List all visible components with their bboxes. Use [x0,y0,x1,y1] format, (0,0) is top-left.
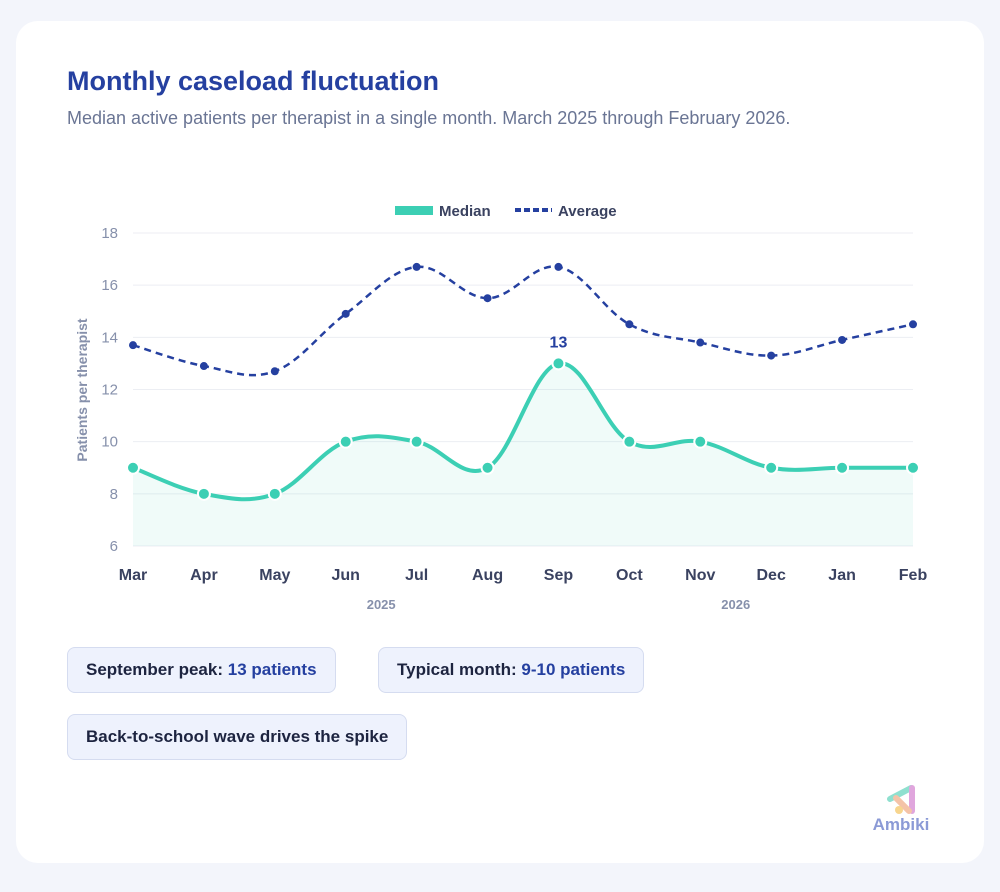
x-tick-label: Jan [828,567,856,584]
median-point [196,486,211,501]
x-tick-label: Jun [332,567,360,584]
callout-value: 13 patients [227,660,317,679]
y-tick-label: 12 [101,382,118,399]
x-tick-label: Mar [119,567,147,584]
average-point [129,341,137,350]
x-tick-label: Nov [685,567,715,584]
year-label: 2025 [367,597,396,612]
legend-average-label: Average [558,203,617,220]
average-point [554,262,563,271]
average-line [132,265,914,377]
page-subtitle: Median active patients per therapist in … [67,108,791,128]
peak-data-label: 13 [550,334,568,351]
legend-median-label: Median [439,203,491,220]
x-tick-label: Aug [472,567,503,584]
callout-label: Typical month: [397,660,517,679]
y-tick-label: 6 [110,538,118,555]
average-point [341,309,350,318]
x-tick-label: Dec [757,567,786,584]
x-tick-label: May [259,567,290,584]
average-point [909,320,917,329]
y-tick-label: 14 [101,329,118,346]
callout-value: 9-10 patients [521,660,626,679]
legend: Median Average [395,203,617,220]
x-tick-label: Apr [190,567,218,584]
callout-label: Back-to-school wave drives the spike [86,727,389,746]
median-point [338,434,353,449]
median-point [906,460,920,475]
logo-text: Ambiki [872,815,930,834]
median-point [764,460,779,475]
average-point [270,367,279,376]
average-point [483,294,492,303]
median-point [409,434,424,449]
median-point [267,486,282,501]
median-point [835,460,850,475]
callout-back-to-school: Back-to-school wave drives the spike [67,714,408,760]
median-area [133,363,913,546]
median-point [480,460,495,475]
average-point [767,351,776,360]
y-ticks: 6 8 10 12 14 16 18 [101,225,118,555]
average-point [199,362,208,371]
y-tick-label: 8 [110,486,118,503]
x-tick-label: Jul [405,567,428,584]
y-tick-label: 16 [101,277,118,294]
average-point [838,335,847,344]
callout-typical-month: Typical month: 9-10 patients [378,647,645,693]
median-point [551,356,566,371]
x-tick-label: Feb [899,567,928,584]
average-point [412,262,421,271]
average-point [696,338,705,347]
average-point [625,320,634,329]
median-point [126,460,140,475]
y-axis-label: Patients per therapist [74,318,90,461]
grid [133,232,913,547]
x-tick-label: Oct [616,567,643,584]
y-tick-label: 18 [101,225,118,242]
logo-mark-icon [887,785,915,814]
legend-median-swatch [395,206,433,215]
x-tick-label: Sep [544,567,574,584]
year-label: 2026 [721,597,750,612]
ambiki-logo: Ambiki [866,783,936,839]
callout-label: September peak: [86,660,223,679]
page-title: Monthly caseload fluctuation [67,66,440,96]
series: 13 [126,262,920,546]
x-ticks: Mar Apr May Jun Jul Aug Sep Oct Nov Dec Jan Feb 2025… [119,567,928,612]
callout-september-peak: September peak: 13 patients [67,647,336,693]
median-point [693,434,708,449]
y-tick-label: 10 [101,434,118,451]
median-point [622,434,637,449]
